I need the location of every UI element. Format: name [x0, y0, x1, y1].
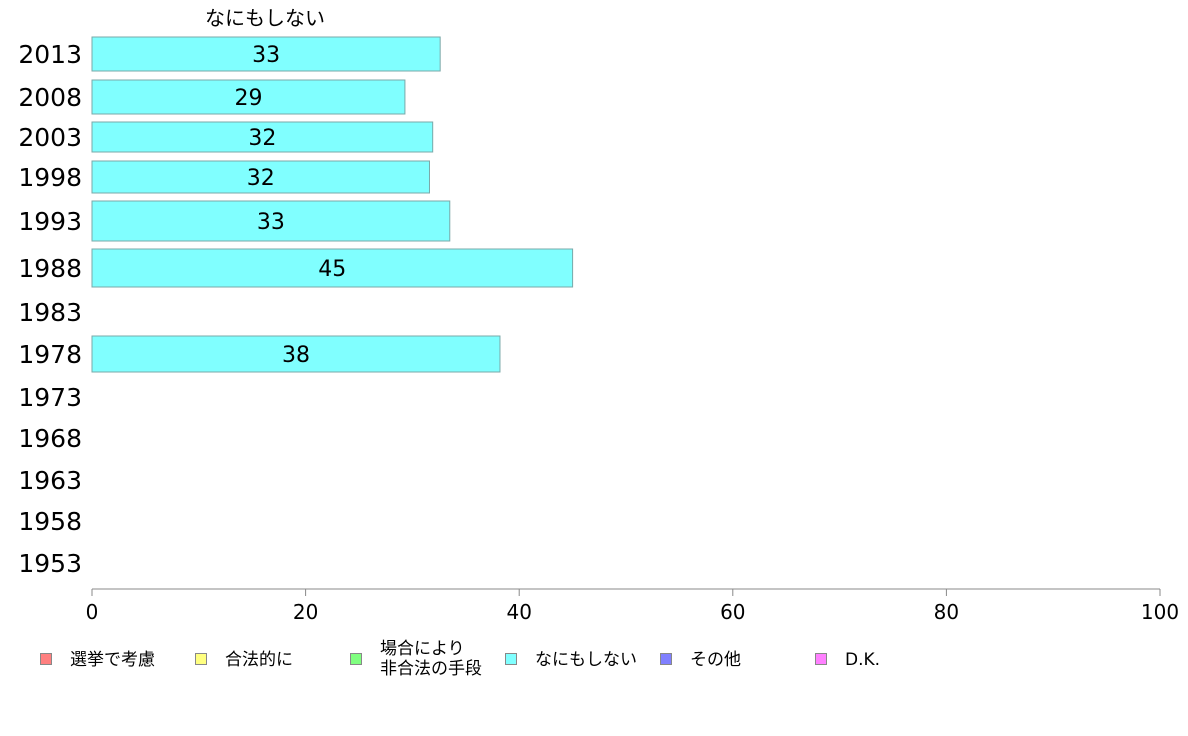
- bar-2013: [91, 36, 441, 72]
- bar-value-label-2008: 29: [234, 86, 262, 111]
- year-label-1988: 1988: [18, 254, 82, 283]
- legend-label: 場合により 非合法の手段: [380, 639, 482, 679]
- legend-item-6: D.K.: [815, 638, 880, 670]
- bar-value-label-2013: 33: [252, 43, 280, 68]
- x-tick-label-0: 0: [86, 600, 99, 624]
- bar-value-label-1978: 38: [282, 343, 310, 368]
- legend-label: 選挙で考慮: [70, 650, 155, 670]
- bar-2003: [91, 121, 434, 153]
- bar-value-label-1993: 33: [257, 210, 285, 235]
- year-label-1998: 1998: [18, 163, 82, 192]
- legend-swatch: [815, 653, 827, 665]
- legend-label: D.K.: [845, 650, 881, 670]
- legend-swatch: [195, 653, 207, 665]
- bar-rows: 2013 33 2008 29 2003 32 1998 32 1993 33 1988 45 1983…: [18, 36, 574, 578]
- year-label-1953: 1953: [18, 549, 82, 578]
- legend-item-3: 場合により 非合法の手段: [350, 638, 482, 679]
- bar-value-label-1988: 45: [318, 257, 346, 282]
- legend-swatch: [660, 653, 672, 665]
- bar-1993: [91, 200, 451, 242]
- bar-chart: なにもしない 2013 33 2008 29 2003 32 1998 32 1993 33 198…: [18, 6, 1179, 624]
- year-label-2013: 2013: [18, 40, 82, 69]
- legend-swatch: [40, 653, 52, 665]
- legend-label: その他: [690, 650, 741, 670]
- year-label-1978: 1978: [18, 340, 82, 369]
- year-label-1958: 1958: [18, 507, 82, 536]
- year-label-1968: 1968: [18, 424, 82, 453]
- bar-1998: [91, 160, 430, 194]
- year-label-2003: 2003: [18, 123, 82, 152]
- legend-item-1: 選挙で考慮: [40, 638, 155, 670]
- legend: 選挙で考慮 合法的に 場合により 非合法の手段 なにもしない その他 D.K.: [0, 638, 1188, 698]
- bar-1978: [91, 335, 501, 373]
- legend-label: 合法的に: [225, 650, 293, 670]
- bar-value-label-1998: 32: [247, 166, 275, 191]
- bar-1988: [91, 248, 574, 288]
- bar-value-label-2003: 32: [248, 126, 276, 151]
- x-tick-label-80: 80: [934, 600, 959, 624]
- legend-label: なにもしない: [535, 650, 637, 670]
- legend-item-2: 合法的に: [195, 638, 293, 670]
- chart-title: なにもしない: [205, 6, 325, 30]
- year-label-1993: 1993: [18, 207, 82, 236]
- x-tick-label-60: 60: [720, 600, 745, 624]
- legend-swatch: [350, 653, 362, 665]
- year-label-1973: 1973: [18, 383, 82, 412]
- year-label-2008: 2008: [18, 83, 82, 112]
- year-label-1963: 1963: [18, 466, 82, 495]
- legend-swatch: [505, 653, 517, 665]
- bar-2008: [91, 79, 406, 115]
- x-tick-label-100: 100: [1141, 600, 1179, 624]
- legend-item-4: なにもしない: [505, 638, 637, 670]
- x-tick-label-40: 40: [506, 600, 531, 624]
- year-label-1983: 1983: [18, 298, 82, 327]
- x-axis: 0 20 40 60 80 100: [86, 588, 1179, 624]
- legend-item-5: その他: [660, 638, 741, 670]
- x-tick-label-20: 20: [293, 600, 318, 624]
